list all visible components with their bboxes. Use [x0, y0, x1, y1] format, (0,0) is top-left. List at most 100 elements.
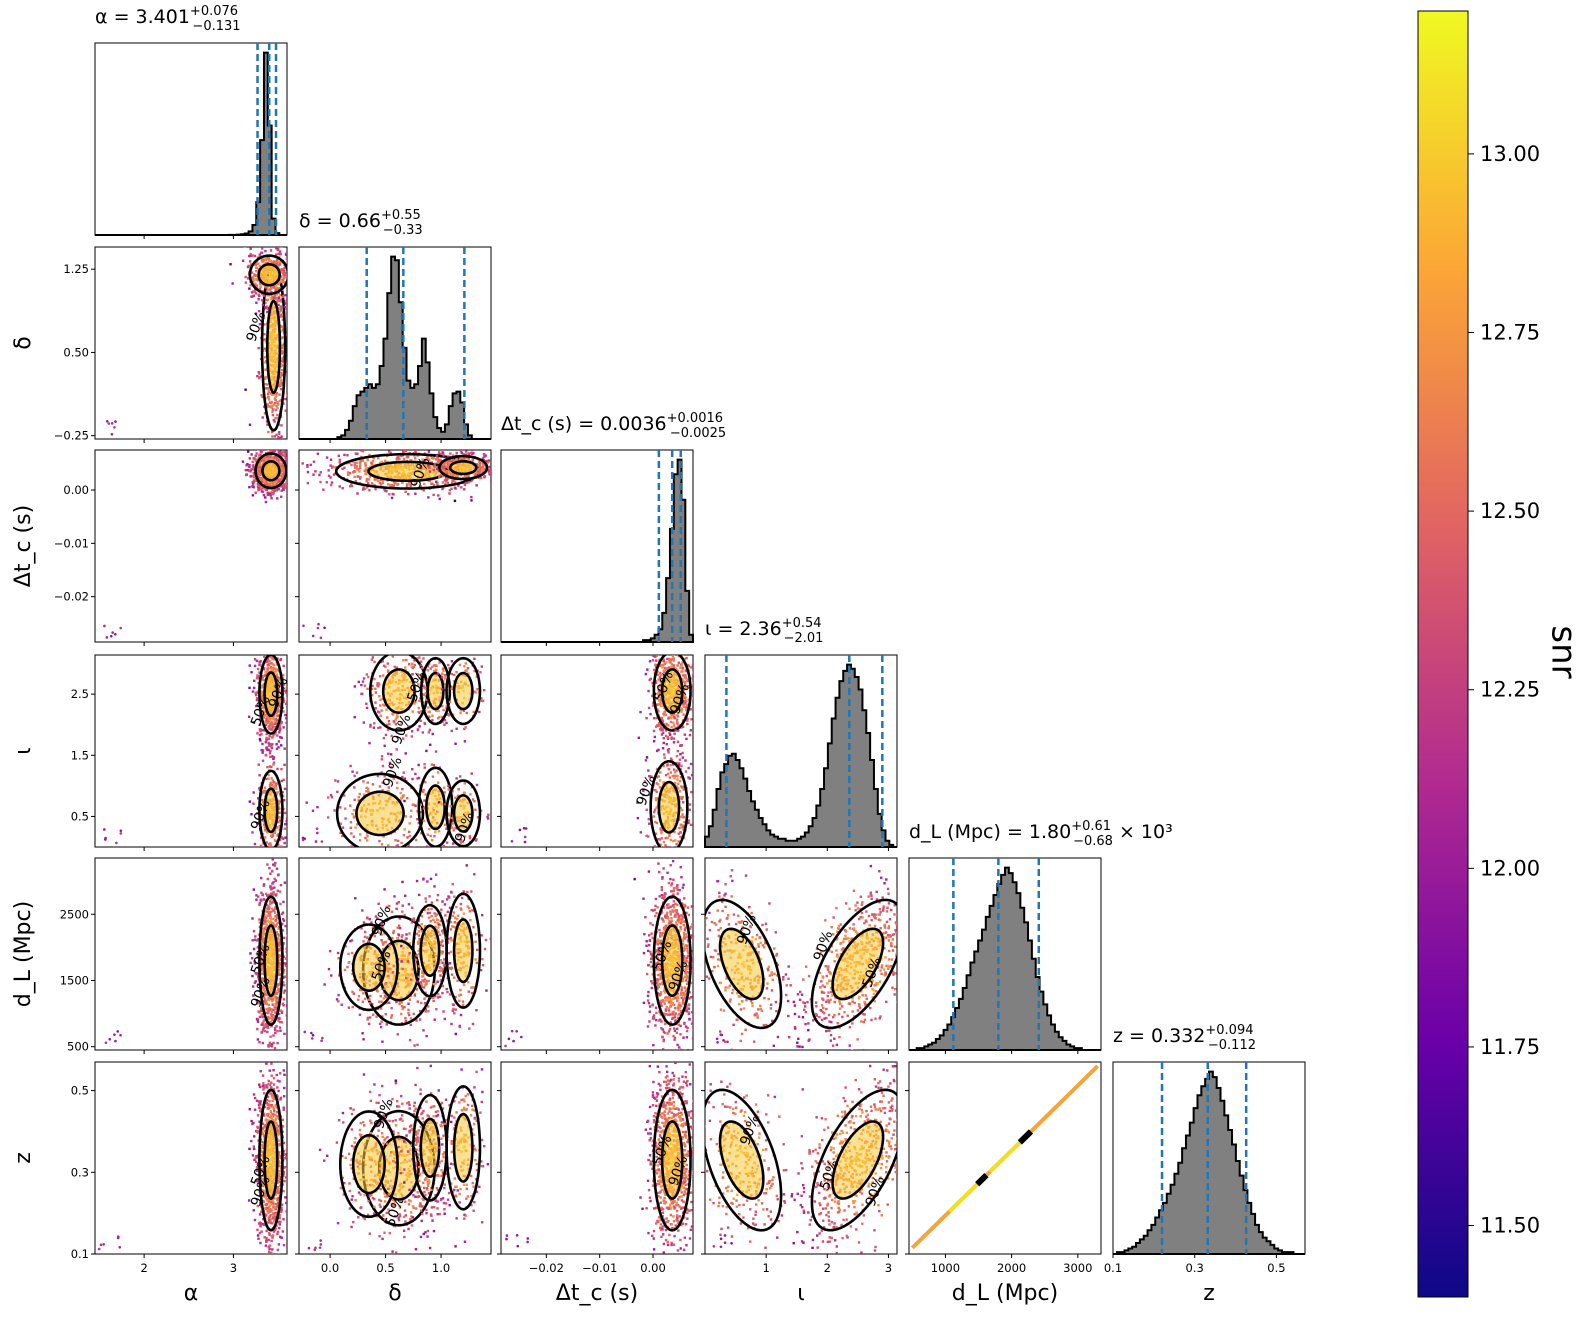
- sample-point: [255, 1180, 258, 1183]
- sample-point: [278, 724, 282, 727]
- sample-point: [279, 848, 281, 850]
- sample-point: [266, 310, 269, 314]
- sample-point: [266, 877, 269, 881]
- sample-point: [277, 802, 280, 806]
- sample-point: [267, 1211, 270, 1214]
- y-tick-label: 0.5: [71, 809, 89, 823]
- sample-point: [258, 1011, 261, 1014]
- sample-point: [248, 464, 251, 467]
- sample-point: [265, 1197, 268, 1201]
- sample-point: [280, 1236, 283, 1239]
- sample-point: [470, 499, 473, 502]
- sample-point: [245, 464, 248, 467]
- sample-point: [280, 845, 283, 847]
- sample-point: [261, 751, 264, 754]
- sample-point: [256, 279, 260, 282]
- sample-point: [274, 292, 277, 296]
- sample-point: [263, 710, 267, 713]
- sample-point: [264, 1124, 267, 1128]
- sample-point: [271, 1003, 274, 1006]
- sample-point: [259, 1210, 263, 1214]
- sample-point: [286, 697, 287, 700]
- sample-point: [255, 269, 258, 273]
- sample-point: [271, 755, 274, 758]
- sample-point: [274, 1008, 277, 1011]
- sample-point: [256, 374, 259, 378]
- sample-point: [259, 255, 262, 258]
- sample-point: [250, 468, 254, 471]
- sample-point: [405, 455, 409, 459]
- sample-point: [285, 717, 287, 720]
- sample-point: [278, 983, 281, 986]
- sample-point: [285, 1201, 287, 1205]
- sample-point: [280, 1010, 284, 1013]
- sample-point: [279, 962, 282, 965]
- sample-point: [294, 470, 296, 472]
- sample-point: [258, 733, 262, 737]
- sample-point: [257, 763, 260, 766]
- sample-point: [272, 1212, 275, 1215]
- panels-layer: −0.250.501.25−0.02−0.010.000.51.52.55001…: [11, 4, 1306, 1306]
- sample-point: [264, 1022, 268, 1026]
- sample-point: [283, 645, 285, 647]
- sample-point: [258, 1085, 262, 1089]
- sample-point: [255, 284, 258, 287]
- sample-point: [252, 476, 256, 479]
- x-axis-label-alpha: α: [184, 1281, 199, 1306]
- sample-point: [259, 660, 262, 663]
- sample-point: [264, 1271, 266, 1273]
- sample-point: [442, 486, 445, 489]
- sample-point: [260, 393, 263, 397]
- sample-point: [277, 682, 280, 685]
- sample-point: [281, 344, 284, 348]
- sample-point: [272, 1107, 275, 1110]
- sample-point: [282, 402, 285, 405]
- sample-point: [272, 880, 275, 884]
- sample-point: [259, 695, 263, 699]
- sample-point: [285, 307, 287, 310]
- sample-point: [286, 393, 287, 397]
- sample-point: [272, 733, 276, 736]
- sample-point: [256, 812, 259, 815]
- sample-point: [281, 674, 285, 677]
- sample-point: [284, 962, 287, 966]
- outlier-point: [105, 420, 109, 423]
- sample-point: [277, 261, 280, 264]
- sample-point: [267, 721, 271, 724]
- sample-point: [350, 463, 353, 467]
- sample-point: [265, 659, 269, 662]
- y-tick-label: 0.3: [71, 1165, 89, 1179]
- sample-point: [262, 1217, 265, 1221]
- sample-point: [252, 791, 255, 794]
- sample-point: [278, 393, 281, 396]
- sample-point: [255, 1169, 259, 1173]
- sample-point: [264, 1196, 267, 1199]
- sample-point: [260, 963, 263, 967]
- sample-point: [277, 972, 280, 975]
- sample-point: [278, 1080, 281, 1083]
- sample-point: [263, 790, 266, 794]
- sample-point: [276, 413, 279, 417]
- sample-point: [276, 710, 279, 713]
- sample-point: [263, 412, 267, 415]
- sample-point: [278, 474, 282, 477]
- sample-point: [276, 1232, 279, 1236]
- sample-point: [282, 273, 285, 276]
- sample-point: [282, 1153, 286, 1156]
- sample-point: [288, 265, 290, 267]
- sample-point: [241, 460, 245, 463]
- sample-point: [264, 387, 268, 390]
- sample-point: [257, 974, 260, 977]
- sample-point: [293, 706, 295, 708]
- sample-point: [251, 917, 254, 920]
- sample-point: [273, 1028, 277, 1032]
- sample-point: [261, 742, 264, 746]
- sample-point: [265, 841, 268, 844]
- sample-point: [437, 451, 441, 454]
- sample-point: [273, 864, 277, 867]
- sample-point: [282, 470, 286, 473]
- sample-point: [255, 691, 259, 694]
- sample-point: [281, 466, 285, 470]
- sample-point: [279, 277, 282, 280]
- sample-point: [251, 494, 255, 497]
